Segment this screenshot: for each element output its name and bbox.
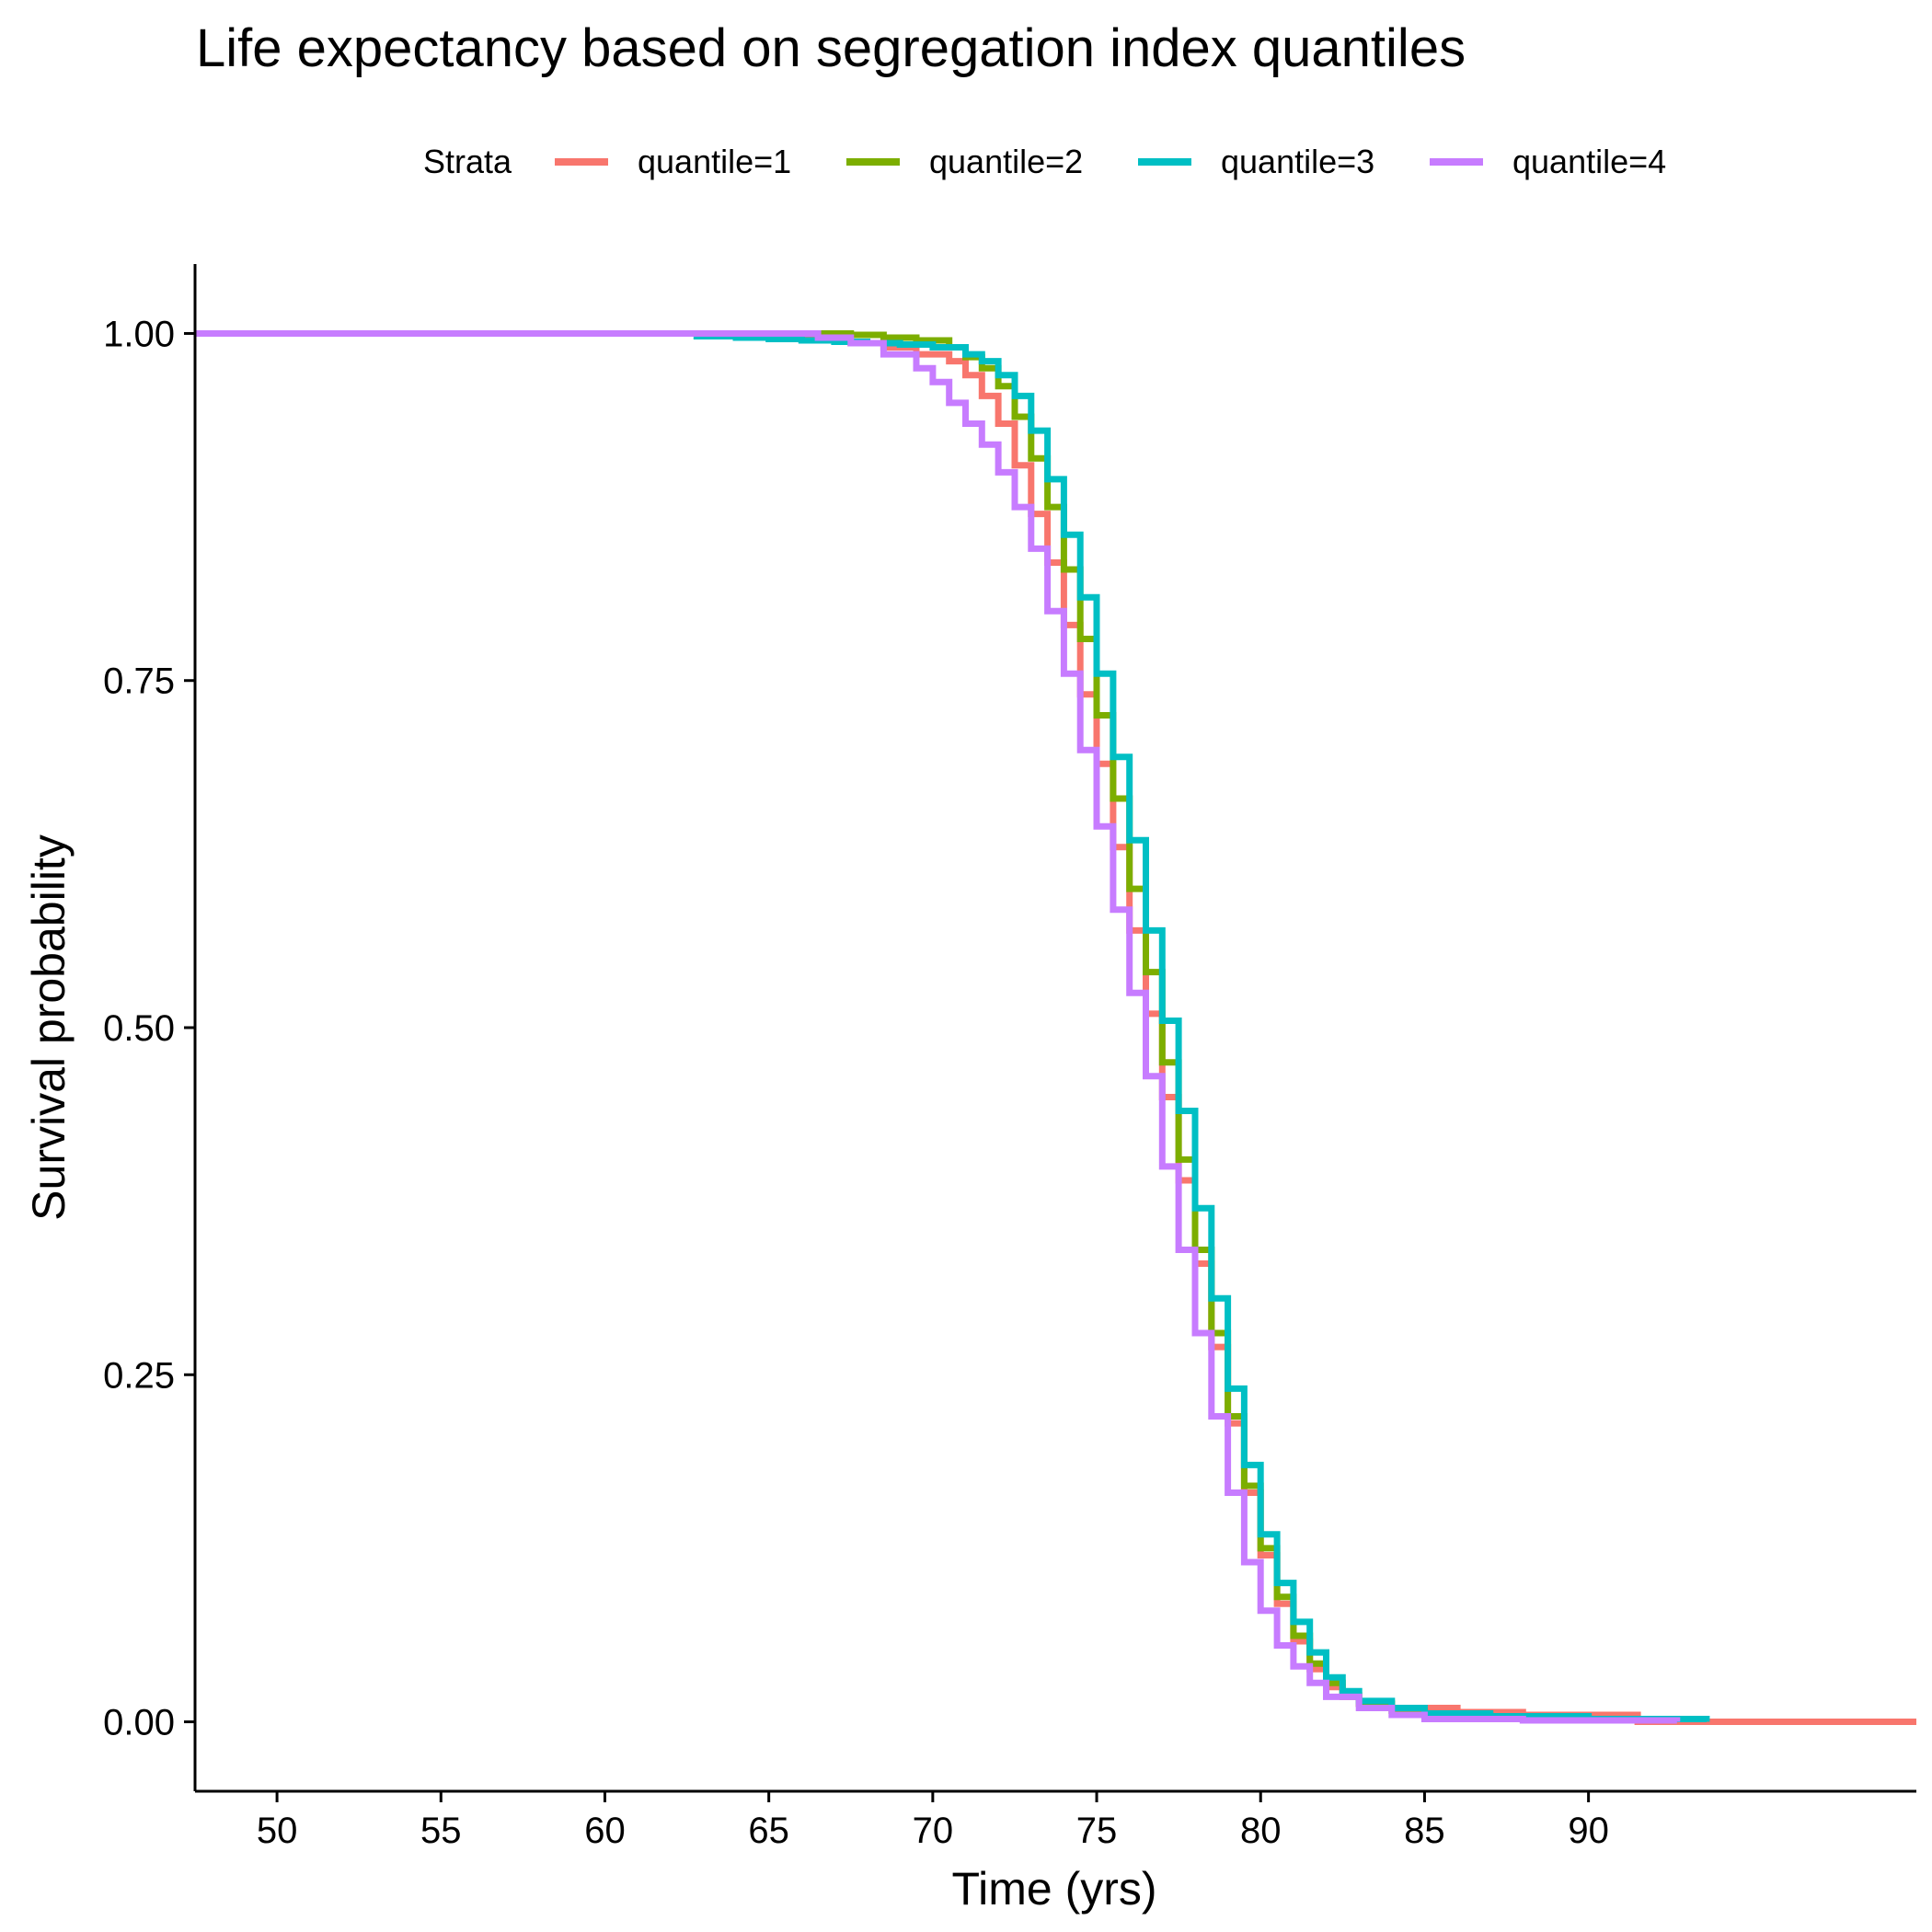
x-tick-label: 85 bbox=[1404, 1811, 1445, 1851]
legend-label: quantile=3 bbox=[1221, 143, 1374, 180]
series-line-quantile-2 bbox=[195, 330, 1690, 1722]
chart-title: Life expectancy based on segregation ind… bbox=[196, 18, 1466, 78]
x-tick-label: 65 bbox=[748, 1811, 789, 1851]
x-tick-label: 60 bbox=[584, 1811, 626, 1851]
y-tick-label: 0.00 bbox=[103, 1703, 175, 1743]
legend: Strata quantile=1 quantile=2 quantile=3 qua… bbox=[423, 143, 1666, 180]
x-tick-label: 70 bbox=[913, 1811, 954, 1851]
series-line-quantile-4 bbox=[195, 330, 1681, 1724]
y-tick-label: 1.00 bbox=[103, 314, 175, 354]
x-axis-ticks: 50 55 60 65 70 75 80 85 90 bbox=[257, 1791, 1609, 1851]
series-line-quantile-1 bbox=[195, 330, 1916, 1725]
x-tick-label: 55 bbox=[420, 1811, 462, 1851]
x-tick-label: 90 bbox=[1568, 1811, 1609, 1851]
y-tick-label: 0.50 bbox=[103, 1008, 175, 1049]
y-axis-ticks: 0.00 0.25 0.50 0.75 1.00 bbox=[103, 314, 195, 1743]
series-line-quantile-3 bbox=[195, 330, 1710, 1722]
legend-title: Strata bbox=[423, 143, 512, 180]
legend-label: quantile=1 bbox=[638, 143, 791, 180]
y-tick-label: 0.25 bbox=[103, 1355, 175, 1396]
x-tick-label: 75 bbox=[1076, 1811, 1118, 1851]
x-tick-label: 80 bbox=[1240, 1811, 1282, 1851]
series-layer bbox=[195, 330, 1916, 1725]
x-axis-title: Time (yrs) bbox=[951, 1863, 1156, 1915]
y-tick-label: 0.75 bbox=[103, 661, 175, 702]
plot-area: 50 55 60 65 70 75 80 85 90 0.00 0.25 0.50 0.75 1.00 bbox=[103, 264, 1916, 1851]
y-axis-title: Survival probability bbox=[23, 834, 75, 1221]
legend-label: quantile=2 bbox=[929, 143, 1083, 180]
legend-entries: quantile=1 quantile=2 quantile=3 quantile=4 bbox=[555, 143, 1666, 180]
legend-label: quantile=4 bbox=[1512, 143, 1666, 180]
x-tick-label: 50 bbox=[257, 1811, 298, 1851]
